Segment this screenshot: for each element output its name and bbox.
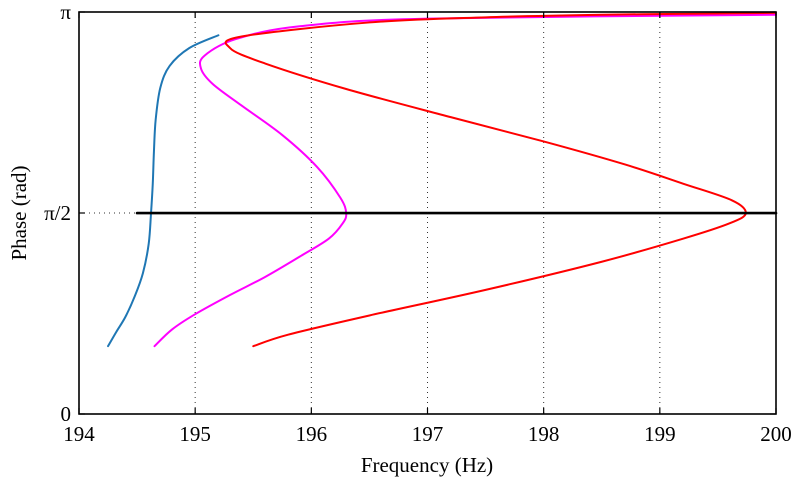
series-layer [107,11,778,348]
series-line-blue [107,34,220,348]
x-tick-label: 197 [412,422,444,446]
y-tick-label: 0 [61,402,72,426]
y-axis-label: Phase (rad) [7,165,31,260]
series-line-magenta [153,13,777,348]
tick-layer: 194 195 196 197 198 199 200 0 π/2 π [44,0,792,446]
x-tick-label: 199 [644,422,676,446]
x-tick-label: 194 [63,422,95,446]
series-line-red [224,11,777,348]
y-tick-label: π [60,0,71,24]
x-tick-label: 198 [528,422,560,446]
x-axis-label: Frequency (Hz) [361,453,493,477]
x-tick-label: 200 [760,422,792,446]
x-tick-label: 196 [296,422,328,446]
x-tick-label: 195 [179,422,211,446]
y-tick-label: π/2 [44,201,71,225]
